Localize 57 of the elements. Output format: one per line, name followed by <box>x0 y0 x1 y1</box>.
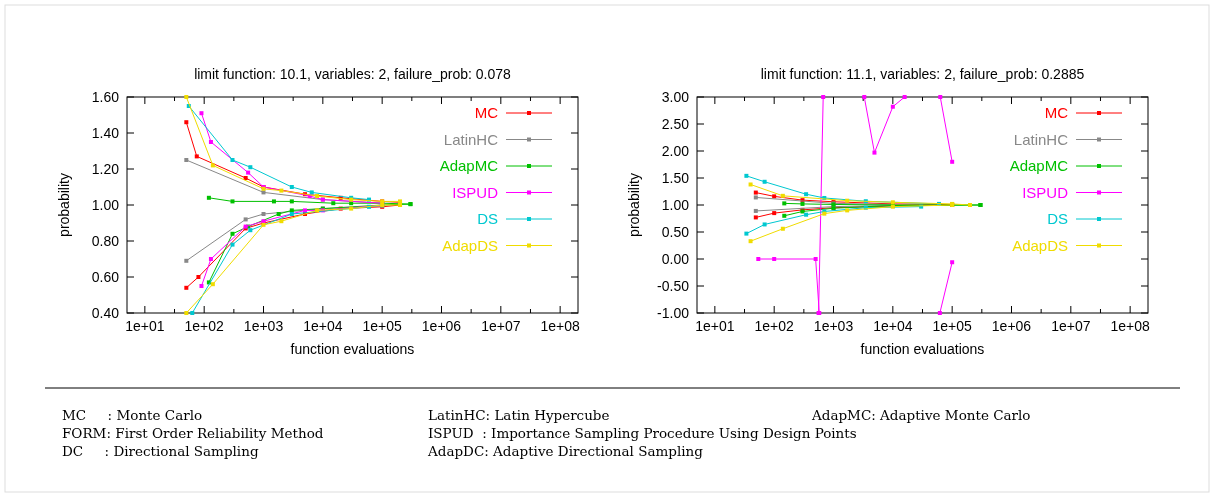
x-tick-label: 1e+03 <box>243 318 284 334</box>
text: ISPUD : Importance Sampling Procedure Using Design Points <box>428 425 857 441</box>
legend-label: AdapDS <box>442 236 498 254</box>
y-tick-label: -0.50 <box>657 278 690 294</box>
legend-label: LatinHC <box>1013 130 1069 148</box>
y-tick-label: 1.00 <box>91 197 120 213</box>
y-tick-label: 0.50 <box>661 224 690 240</box>
y-axis-title: probability <box>626 173 642 237</box>
legend-label: MC <box>474 104 499 121</box>
x-tick-label: 1e+08 <box>1110 318 1151 334</box>
x-tick-label: 1e+04 <box>873 318 913 334</box>
legend-label: AdapDS <box>1012 236 1068 254</box>
text: AdapDC: Adaptive Directional Sampling <box>427 443 704 459</box>
legend-label: LatinHC <box>443 130 499 148</box>
text: LatinHC: Latin Hypercube <box>428 407 610 423</box>
legend-label: ISPUD <box>1022 183 1069 201</box>
x-axis-title: function evaluations <box>290 341 415 357</box>
y-tick-label: 0.80 <box>91 233 120 249</box>
x-axis-title: function evaluations <box>860 341 985 357</box>
y-tick-label: -1.00 <box>657 305 690 321</box>
x-tick-label: 1e+06 <box>421 318 462 334</box>
x-tick-label: 1e+04 <box>303 318 343 334</box>
legend-label: DS <box>1047 210 1068 227</box>
x-tick-label: 1e+08 <box>540 318 581 334</box>
y-tick-label: 0.40 <box>91 305 120 321</box>
y-axis-title: probability <box>56 173 72 237</box>
text: MC : Monte Carlo <box>62 407 203 423</box>
y-tick-label: 1.40 <box>91 125 120 141</box>
y-tick-label: 1.60 <box>91 89 120 105</box>
x-tick-label: 1e+01 <box>695 318 735 334</box>
legend-label: MC <box>1044 104 1069 121</box>
text: DC : Directional Sampling <box>62 443 259 459</box>
legend-label: DS <box>477 210 498 227</box>
x-tick-label: 1e+03 <box>813 318 854 334</box>
y-tick-label: 1.20 <box>91 161 120 177</box>
x-tick-label: 1e+02 <box>184 318 225 334</box>
x-tick-label: 1e+06 <box>991 318 1032 334</box>
legend-label: AdapMC <box>439 157 499 174</box>
chart-title: limit function: 10.1, variables: 2, failure_prob: 0.078 <box>194 66 512 82</box>
text: FORM: First Order Reliability Method <box>62 425 324 441</box>
x-tick-label: 1e+05 <box>932 318 973 334</box>
x-tick-label: 1e+07 <box>481 318 521 334</box>
x-tick-label: 1e+01 <box>125 318 165 334</box>
y-tick-label: 2.50 <box>661 116 690 132</box>
legend-label: ISPUD <box>452 183 499 201</box>
legend-label: AdapMC <box>1009 157 1069 174</box>
chart-title: limit function: 11.1, variables: 2, failure_prob: 0.2885 <box>760 66 1085 82</box>
x-tick-label: 1e+02 <box>754 318 795 334</box>
x-tick-label: 1e+07 <box>1051 318 1091 334</box>
y-tick-label: 0.60 <box>91 269 120 285</box>
x-tick-label: 1e+05 <box>362 318 403 334</box>
y-tick-label: 1.50 <box>661 170 690 186</box>
y-tick-label: 3.00 <box>661 89 690 105</box>
y-tick-label: 2.00 <box>661 143 690 159</box>
y-tick-label: 1.00 <box>661 197 690 213</box>
text: AdapMC: Adaptive Monte Carlo <box>811 407 1031 423</box>
y-tick-label: 0.00 <box>661 251 690 267</box>
